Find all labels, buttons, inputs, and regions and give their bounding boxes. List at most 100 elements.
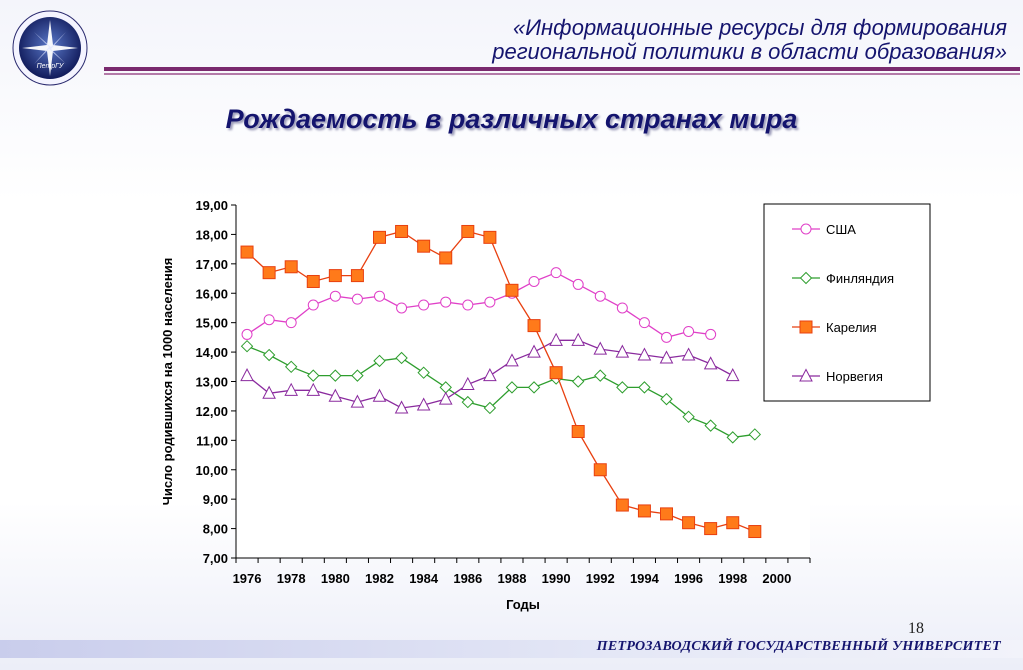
data-point <box>328 269 342 283</box>
x-tick-label: 1990 <box>542 571 571 586</box>
logo-text: ПетрГУ <box>37 63 65 70</box>
data-point <box>372 388 387 402</box>
data-point <box>660 392 673 406</box>
data-point <box>549 332 563 346</box>
legend-item: Карелия <box>792 320 877 335</box>
data-point <box>438 391 453 405</box>
data-point <box>505 353 519 367</box>
series-line <box>246 271 711 339</box>
header-divider <box>104 67 1020 71</box>
data-point <box>394 400 409 414</box>
data-point <box>705 328 717 340</box>
data-point <box>262 348 276 362</box>
data-point <box>725 368 740 382</box>
legend-marker <box>799 271 813 285</box>
header-title: «Информационные ресурсы для формирования… <box>307 16 1007 64</box>
data-point <box>417 366 430 379</box>
page-number: 18 <box>908 620 924 637</box>
legend-item: США <box>792 222 856 237</box>
header-title-line1: «Информационные ресурсы для формирования <box>513 15 1007 40</box>
data-point <box>240 339 254 353</box>
data-point <box>306 274 320 288</box>
data-point <box>439 251 453 265</box>
footer-university: ПЕТРОЗАВОДСКИЙ ГОСУДАРСТВЕННЫЙ УНИВЕРСИТ… <box>596 639 1001 654</box>
data-point <box>306 382 321 396</box>
data-point <box>571 375 585 388</box>
data-point <box>593 341 608 355</box>
legend-box <box>763 203 931 402</box>
data-point <box>461 224 475 238</box>
data-point <box>328 388 343 402</box>
data-point <box>329 369 342 382</box>
slide-title: Рождаемость в различных странах мира <box>225 104 798 134</box>
data-point <box>703 356 718 370</box>
x-tick-label: 1980 <box>321 571 350 586</box>
header-divider-thin <box>104 73 1020 75</box>
plot-area <box>235 205 810 559</box>
data-point <box>681 347 696 361</box>
data-point <box>373 230 386 244</box>
data-point <box>550 267 562 279</box>
x-tick-label: 1976 <box>233 571 262 586</box>
y-tick-label: 14,00 <box>195 345 228 360</box>
data-point <box>416 397 431 411</box>
data-point <box>418 299 430 311</box>
data-point <box>615 344 630 358</box>
x-tick-label: 1998 <box>718 571 747 586</box>
data-point <box>638 317 650 329</box>
data-point <box>726 431 739 444</box>
legend-marker <box>800 223 812 235</box>
data-point <box>462 299 474 311</box>
data-point <box>683 325 695 337</box>
birth-rate-chart: 7,00 8,00 9,00 10,00 11,00 12,00 13,00 14,00 15,… <box>160 198 931 612</box>
data-point <box>616 381 629 394</box>
data-point <box>616 302 628 314</box>
data-point <box>396 302 408 314</box>
legend-marker <box>799 368 813 382</box>
y-tick-label: 9,00 <box>203 492 228 507</box>
data-point <box>240 245 254 259</box>
legend-label: США <box>826 222 856 237</box>
y-axis: 7,00 8,00 9,00 10,00 11,00 12,00 13,00 14,00 15,… <box>195 198 236 566</box>
data-point <box>374 290 385 302</box>
data-point <box>528 275 540 287</box>
data-point <box>440 296 452 308</box>
data-point <box>572 278 584 290</box>
y-tick-label: 17,00 <box>195 257 228 272</box>
legend-item: Финляндия <box>792 271 894 286</box>
x-axis: 1976 1978 1980 1982 1984 1986 1988 1990 1992 1994… <box>233 558 811 586</box>
data-point <box>594 290 606 302</box>
data-point <box>505 283 519 297</box>
series-diamond <box>240 339 762 444</box>
data-point <box>351 369 364 382</box>
data-point <box>373 354 386 368</box>
data-point <box>483 401 497 415</box>
data-point <box>593 463 607 477</box>
x-axis-label: Годы <box>506 597 540 612</box>
data-point <box>527 319 541 333</box>
data-point <box>329 290 341 302</box>
legend-item: Норвегия <box>792 368 883 384</box>
y-tick-label: 18,00 <box>195 227 228 242</box>
x-tick-label: 1978 <box>277 571 306 586</box>
data-point <box>682 516 696 530</box>
data-point <box>659 350 674 364</box>
series-triangle <box>240 332 740 414</box>
data-point <box>240 368 254 382</box>
data-point <box>263 314 275 326</box>
data-point <box>594 369 607 382</box>
y-tick-label: 13,00 <box>195 375 228 390</box>
footer-bar <box>0 640 1023 658</box>
data-point <box>527 381 541 394</box>
y-tick-label: 8,00 <box>203 522 228 537</box>
x-tick-label: 2000 <box>762 571 791 586</box>
legend-marker <box>799 320 813 334</box>
data-point <box>483 368 497 382</box>
data-point <box>262 385 276 399</box>
header-title-line2: региональной политики в области образова… <box>492 39 1007 64</box>
y-tick-label: 19,00 <box>195 198 228 213</box>
x-tick-label: 1996 <box>674 571 703 586</box>
data-point <box>460 376 475 390</box>
data-point <box>284 360 298 373</box>
data-point <box>350 269 364 283</box>
